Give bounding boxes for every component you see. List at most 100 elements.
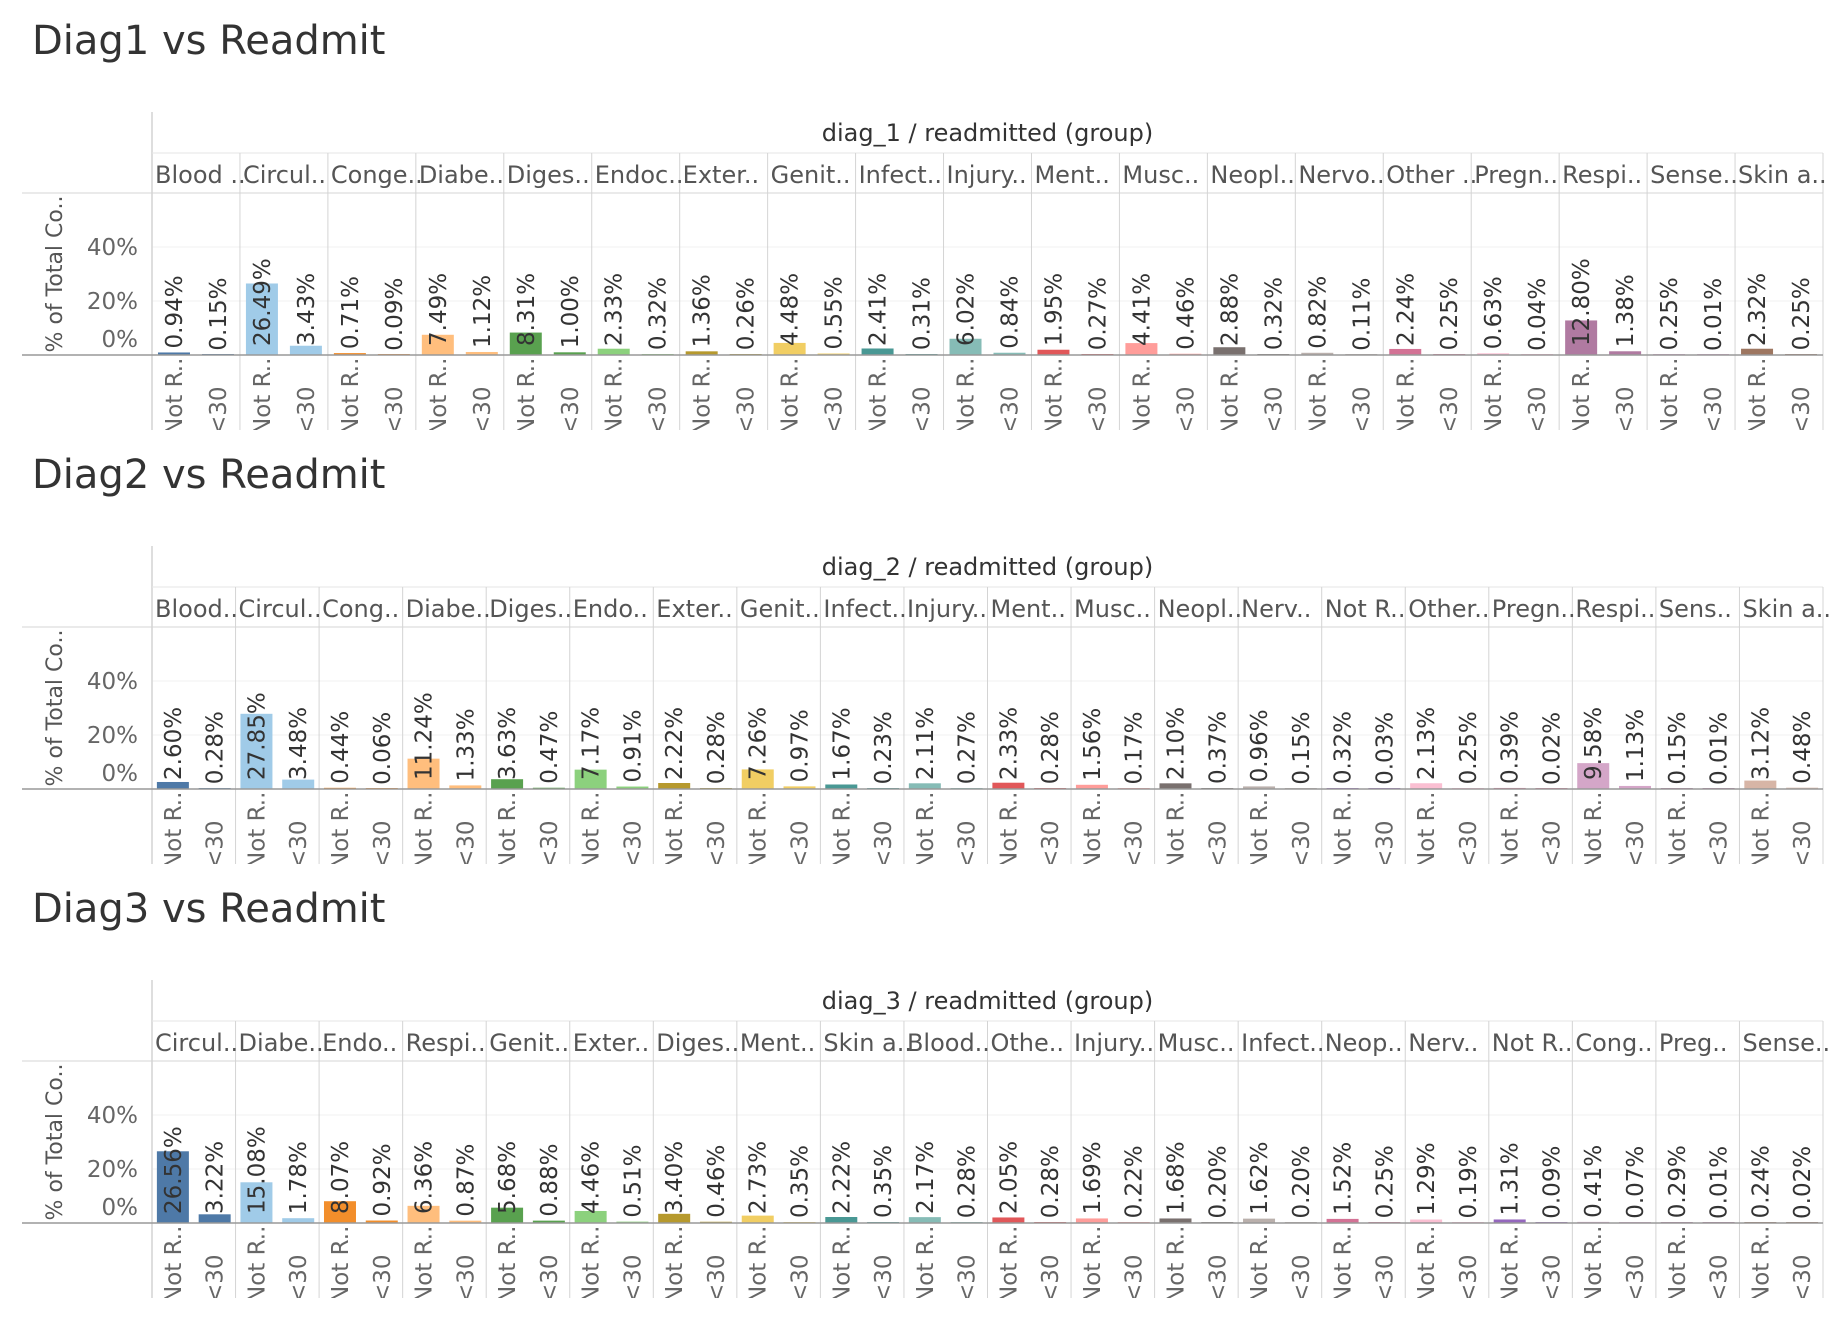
data-label: 1.12% [470,275,496,348]
data-label: 0.23% [871,711,897,784]
data-label: 2.11% [913,707,939,780]
group-label: Genit.. [740,595,820,623]
group-label: Sense.. [1742,1029,1830,1057]
sub-category-label: <30 [1122,820,1148,864]
group-label: Injury.. [947,161,1027,189]
group-label: Endo.. [573,595,648,623]
bar [741,1215,774,1223]
data-label: 0.25% [1456,711,1482,784]
group-label: Injury.. [1074,1029,1154,1057]
sub-category-label: Not R.. [1581,1226,1607,1298]
group-label: Cong.. [322,595,399,623]
sub-category-label: <30 [1790,820,1816,864]
chart-svg: diag_3 / readmitted (group) % of Total Co… [22,980,1830,1298]
sub-category-label: Not R.. [1393,358,1419,430]
data-label: 1.13% [1623,709,1649,782]
group-label: Neop.. [1325,1029,1403,1057]
sub-category-label: <30 [955,1254,981,1298]
data-label: 0.91% [620,709,646,782]
data-label: 0.63% [1481,276,1507,349]
group-label: Diabe.. [406,595,491,623]
group-label: Conge.. [331,161,423,189]
sub-category-label: <30 [1349,386,1375,430]
data-label: 0.15% [206,278,232,351]
data-label: 0.39% [1498,711,1524,784]
y-axis-label: % of Total Co.. [43,196,68,353]
sub-category-label: Not R.. [1665,1226,1691,1298]
bar [323,1201,356,1223]
group-label: Ment.. [740,1029,815,1057]
sub-category-label: Not R.. [1414,1226,1440,1298]
data-label: 1.67% [829,707,855,780]
sub-category-label: Not R.. [954,358,980,430]
sub-category-label: <30 [1525,386,1551,430]
group-label: Endoc.. [595,161,684,189]
data-label: 2.22% [829,1141,855,1214]
sub-category-label: Not R.. [412,792,438,864]
sub-category-label: <30 [203,1254,229,1298]
sub-category-label: <30 [1456,820,1482,864]
data-label: 2.32% [1745,273,1771,346]
sub-category-label: Not R.. [328,792,354,864]
data-label: 0.31% [910,277,936,350]
data-label: 0.11% [1349,278,1375,351]
data-label: 7.26% [746,707,772,780]
data-label: 0.04% [1525,278,1551,351]
sub-category-label: <30 [537,1254,563,1298]
data-label: 0.32% [646,277,672,350]
group-label: Skin a.. [1738,161,1827,189]
sub-category-label: Not R.. [495,1226,521,1298]
sub-category-label: <30 [1539,1254,1565,1298]
data-label: 0.32% [1261,277,1287,350]
group-label: Cong.. [1575,1029,1652,1057]
bar [1075,784,1108,789]
sub-category-label: Not R.. [579,792,605,864]
bar [1159,1218,1192,1223]
group-label: Circul.. [239,595,322,623]
data-label: 0.27% [955,711,981,784]
bar [1326,1218,1359,1223]
data-label: 7.49% [426,273,452,346]
sub-category-label: Not R.. [244,792,270,864]
sub-category-label: <30 [1790,1254,1816,1298]
group-label: Diabe.. [419,161,504,189]
sub-category-label: Not R.. [1129,358,1155,430]
sub-category-label: Not R.. [746,792,772,864]
data-label: 1.00% [558,275,584,348]
sub-category-label: Not R.. [829,792,855,864]
y-tick-label: 40% [87,235,138,261]
bar [861,348,894,355]
bar [465,351,498,355]
sub-category-label: Not R.. [1163,792,1189,864]
bar [783,786,816,789]
data-label: 0.09% [382,278,408,351]
data-label: 0.92% [370,1143,396,1216]
sub-category-label: <30 [788,820,814,864]
data-label: 4.46% [579,1141,605,1214]
bar [1243,786,1276,789]
sub-category-label: <30 [1707,820,1733,864]
data-label: 0.55% [822,276,848,349]
group-label: Musc.. [1158,1029,1235,1057]
data-label: 2.22% [662,707,688,780]
data-label: 0.24% [1748,1145,1774,1218]
data-label: 0.07% [1623,1146,1649,1219]
group-label: Not R.. [1325,595,1406,623]
data-label: 15.08% [244,1126,270,1214]
data-label: 0.96% [1247,709,1273,782]
sub-category-label: <30 [704,1254,730,1298]
sub-category-label: Not R.. [250,358,276,430]
sub-category-label: Not R.. [1748,792,1774,864]
sub-category-label: Not R.. [1745,358,1771,430]
sub-category-label: <30 [1085,386,1111,430]
bar [1389,348,1422,355]
sub-category-label: <30 [1613,386,1639,430]
data-label: 1.33% [453,708,479,781]
group-label: Endo.. [322,1029,397,1057]
bar [949,338,982,355]
y-tick-label: 20% [87,289,138,315]
data-label: 0.09% [1539,1146,1565,1219]
data-label: 0.47% [537,711,563,784]
group-label: Circul.. [155,1029,238,1057]
data-label: 1.38% [1613,274,1639,347]
